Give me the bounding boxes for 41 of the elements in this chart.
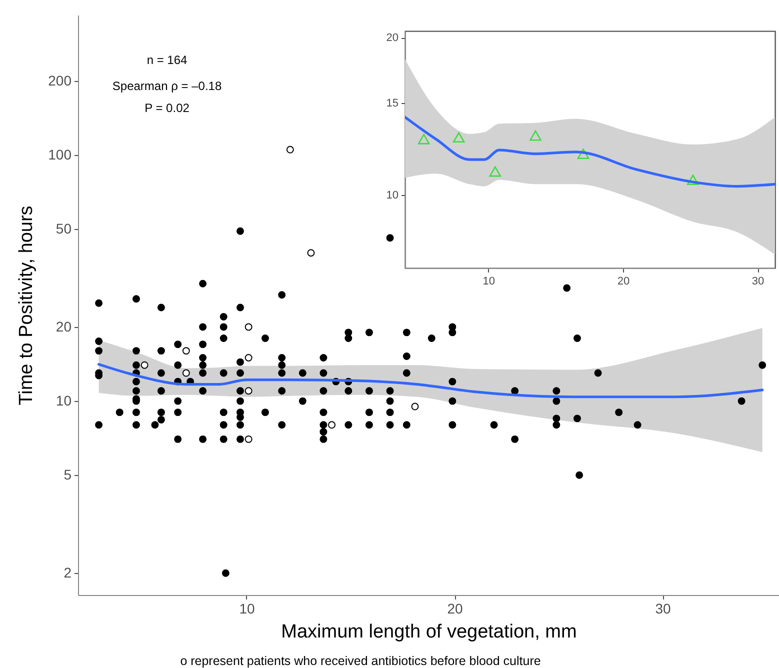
x-tick-label: 30: [655, 600, 672, 616]
y-tick-label: 100: [48, 146, 72, 162]
y-tick-label: 20: [386, 32, 398, 44]
x-tick-label: 20: [617, 276, 630, 288]
y-tick-label: 10: [386, 190, 398, 202]
point: [418, 134, 430, 144]
point: [452, 132, 465, 143]
x-tick-label: 30: [752, 276, 764, 288]
point: [530, 130, 542, 141]
y-tick-label: 50: [56, 220, 72, 236]
point: [182, 369, 190, 377]
annotation: Spearman ρ = –0.18: [112, 79, 222, 93]
point: [307, 249, 315, 257]
line-series: [98, 363, 764, 398]
line-series: [405, 116, 775, 188]
text: o represent patients who received antibiotics before blood culture: [180, 654, 541, 668]
y-tick-label: 20: [56, 318, 72, 334]
annotation: P = 0.02: [144, 101, 190, 115]
y-tick-label: 15: [386, 98, 398, 110]
point: [489, 166, 502, 177]
point: [411, 402, 419, 410]
point: [687, 174, 699, 186]
y-axis-title: Time to Positivity, hours: [16, 206, 38, 406]
point: [244, 435, 252, 443]
point: [244, 354, 252, 362]
point: [328, 421, 336, 429]
point: [244, 323, 252, 331]
x-tick-label: 20: [447, 600, 463, 616]
x-tick-label: 10: [482, 276, 496, 288]
y-tick-label: 5: [64, 466, 72, 483]
x-axis-title: Maximum length of vegetation, mm: [281, 622, 577, 642]
point: [140, 361, 148, 369]
y-tick-label: 10: [56, 392, 72, 409]
y-tick-label: 2: [64, 564, 72, 581]
point: [244, 387, 252, 395]
annotation: n = 164: [146, 53, 188, 67]
point: [182, 347, 190, 355]
point: [577, 148, 590, 159]
y-tick-label: 200: [48, 72, 72, 88]
point: [286, 146, 294, 154]
x-tick-label: 10: [239, 600, 255, 616]
